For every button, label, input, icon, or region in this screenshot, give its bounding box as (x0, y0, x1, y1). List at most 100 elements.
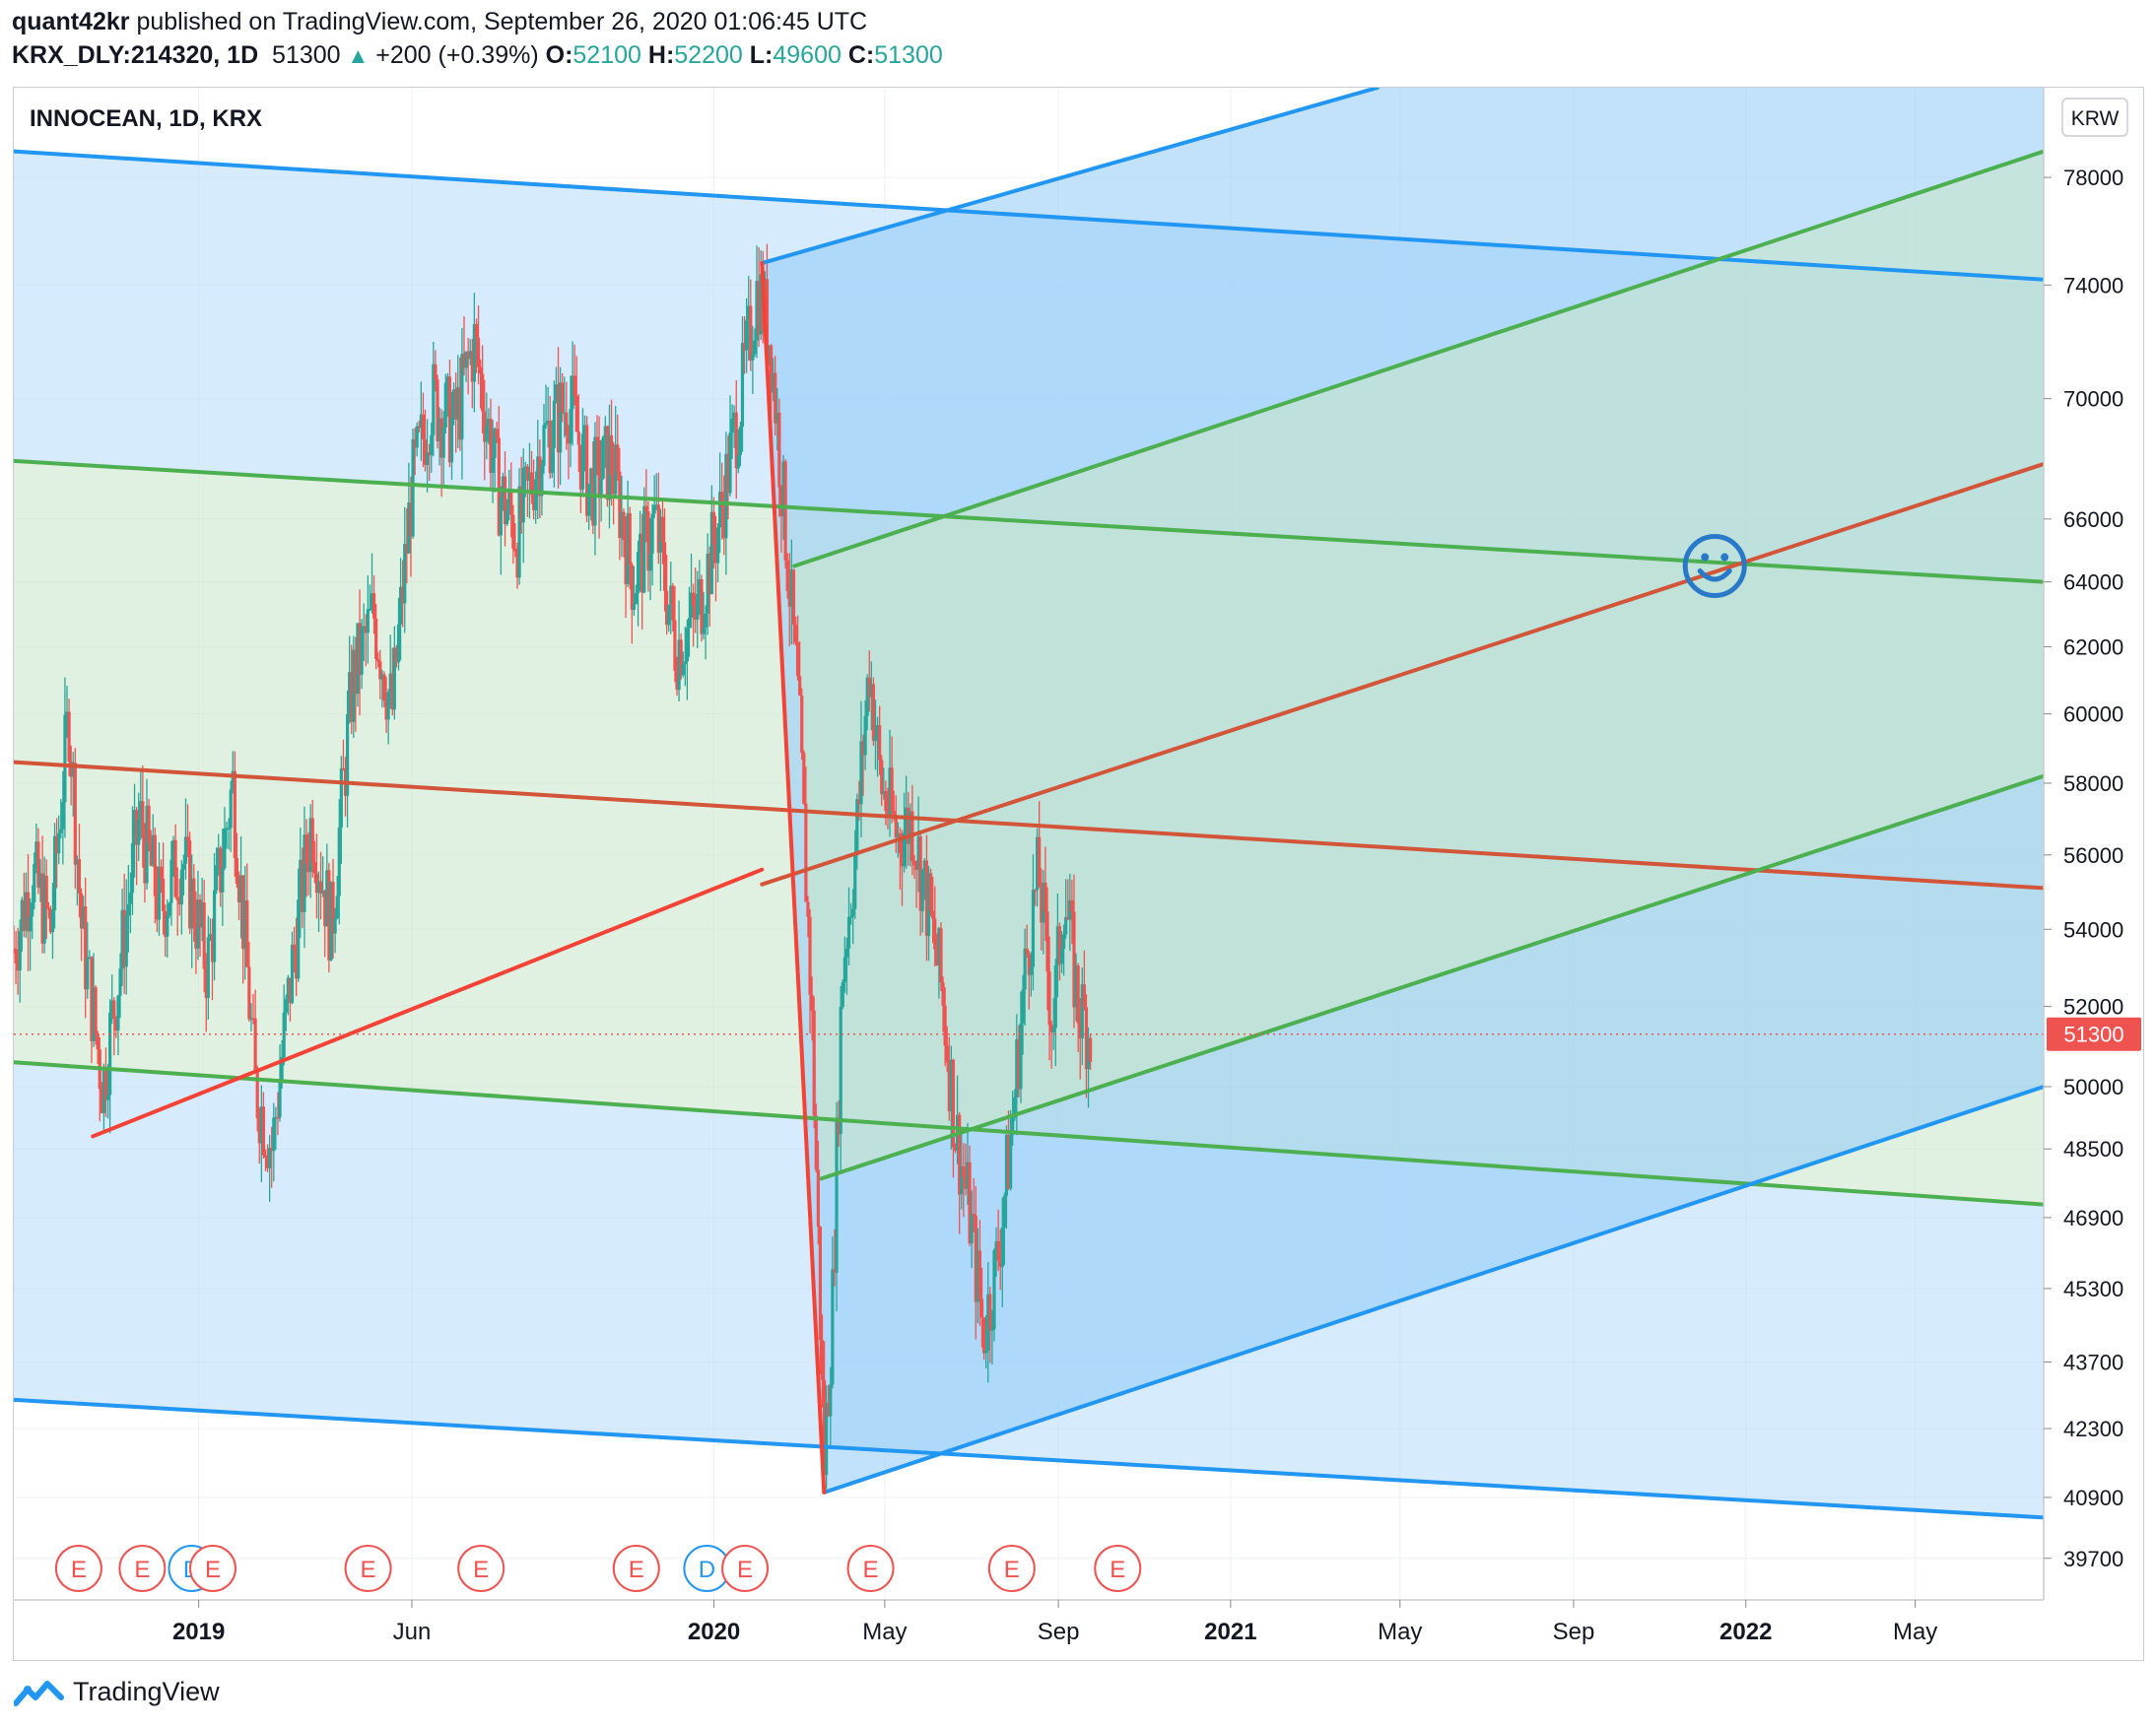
candle-body (685, 628, 689, 662)
candle-body (732, 412, 736, 419)
earnings-marker[interactable]: E (987, 1545, 1036, 1592)
candle-body (118, 968, 122, 996)
candle-body (103, 1067, 108, 1100)
earnings-marker[interactable]: E (118, 1545, 167, 1592)
candle-body (1025, 948, 1029, 955)
tradingview-brand: TradingView (73, 1677, 220, 1706)
earnings-marker[interactable]: E (188, 1545, 236, 1592)
candle-body (235, 858, 239, 885)
author-name[interactable]: quant42kr (12, 8, 130, 35)
earnings-marker[interactable]: E (344, 1545, 392, 1592)
tradingview-logo[interactable]: TradingView (14, 1677, 220, 1707)
candle-body (489, 418, 493, 474)
candle-body (69, 762, 73, 777)
candle-body (1082, 984, 1086, 1008)
earnings-marker[interactable]: E (457, 1545, 505, 1592)
candle-body (190, 878, 194, 929)
candle-body (622, 511, 626, 541)
candle-body (1000, 1227, 1004, 1268)
event-markers[interactable]: EEDEEEEDEEEE (54, 1545, 1142, 1592)
candle-body (1059, 949, 1064, 964)
candle-body (441, 427, 445, 458)
candle-body (354, 649, 358, 695)
earnings-marker[interactable]: E (1094, 1545, 1142, 1592)
candle-body (683, 661, 687, 665)
earnings-marker[interactable]: E (721, 1545, 770, 1592)
candle-body (403, 543, 407, 604)
candle-body (196, 899, 200, 949)
pitchfork-lines[interactable] (14, 88, 2044, 1520)
marker-label: E (863, 1557, 879, 1583)
candle-body (905, 807, 909, 833)
candle-body (532, 495, 536, 510)
pitchfork-handle-line (760, 261, 827, 1495)
candle-body (1017, 1038, 1021, 1090)
candle-body (456, 387, 460, 420)
earnings-marker[interactable]: E (846, 1545, 895, 1592)
candle-body (470, 351, 474, 382)
candle-body (759, 274, 763, 335)
candle-body (548, 421, 552, 474)
candle-body (485, 426, 489, 442)
candle-body (316, 881, 321, 894)
time-axis[interactable]: 2019 Jun 2020 May Sep 2021 May Sep 2022 May (14, 1599, 2044, 1645)
candle-body (747, 305, 751, 321)
candle-body (318, 881, 323, 894)
price-axis[interactable]: 78000 74000 70000 66000 64000 62000 60000 58000… (2043, 88, 2141, 1600)
candle-body (1023, 948, 1027, 990)
candle-body (644, 505, 648, 512)
candle-body (505, 510, 509, 524)
candle-body (14, 949, 18, 964)
pitchfork-fills (14, 88, 2044, 1518)
candle-body (941, 982, 945, 1006)
candle-body (380, 674, 384, 680)
candle-body (171, 839, 175, 860)
candle-body (650, 513, 654, 554)
earnings-marker[interactable]: E (612, 1545, 660, 1592)
candle-body (884, 790, 888, 812)
candle-body (601, 436, 605, 479)
candle-body (88, 957, 92, 959)
candle-body (325, 870, 329, 927)
candle-body (753, 340, 757, 355)
candle-body (970, 1214, 974, 1244)
candle-body (162, 879, 166, 911)
annotations (1682, 534, 1747, 599)
candle-body (366, 609, 370, 633)
candle-body (335, 896, 339, 919)
last-price-badge (2047, 1017, 2141, 1051)
currency-badge[interactable]: KRW (2061, 98, 2128, 137)
candle-body (671, 585, 675, 621)
candle-body (96, 1032, 100, 1050)
candle-body (249, 1018, 253, 1021)
candle-body (46, 907, 50, 910)
candle-body (1055, 926, 1059, 965)
price-tick-label: 56000 (2063, 843, 2123, 868)
candle-body (1029, 966, 1033, 975)
candle-body (57, 832, 61, 854)
candle-body (769, 345, 774, 393)
candle-body (1051, 1028, 1055, 1032)
candle-body (183, 836, 188, 864)
low-label: L: (749, 41, 774, 69)
candle-body (990, 1328, 994, 1331)
published-text: published on TradingView.com, September … (136, 8, 868, 35)
candle-body (139, 801, 143, 820)
candle-body (578, 444, 582, 490)
candle-body (751, 354, 755, 361)
candle-body (937, 928, 941, 965)
candle-body (310, 818, 314, 863)
candle-body (540, 465, 544, 497)
candle-body (1038, 836, 1042, 887)
candle-body (609, 434, 614, 475)
candle-body (341, 767, 346, 770)
publish-line: quant42kr published on TradingView.com, … (12, 8, 867, 36)
candle-body (814, 1115, 818, 1170)
close-value: 51300 (874, 41, 943, 69)
candle-body (149, 842, 153, 866)
earnings-marker[interactable]: E (54, 1545, 102, 1592)
candle-body (329, 882, 333, 961)
marker-label: E (1110, 1557, 1125, 1583)
dividend-marker[interactable]: D (683, 1545, 731, 1592)
